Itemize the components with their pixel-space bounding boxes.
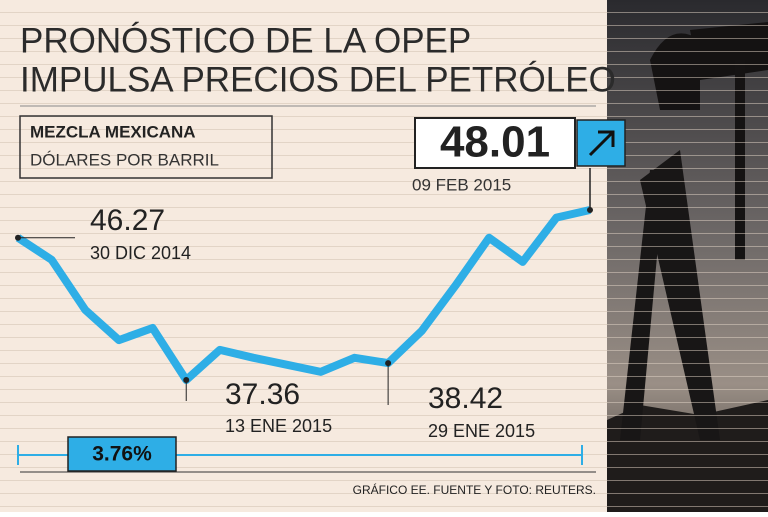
change-label: 3.76% — [92, 443, 152, 466]
annotation-date: 13 ENE 2015 — [225, 416, 332, 436]
subtitle: MEZCLA MEXICANA — [30, 122, 196, 141]
change-box — [67, 436, 177, 472]
source: GRÁFICO EE. FUENTE Y FOTO: REUTERS. — [353, 482, 596, 497]
title-line: PRONÓSTICO DE LA OPEP — [20, 21, 471, 60]
annotation-value: 46.27 — [90, 204, 165, 237]
subtitle-box — [19, 115, 273, 179]
annotation-date: 29 ENE 2015 — [428, 421, 535, 441]
title-line: IMPULSA PRECIOS DEL PETRÓLEO — [20, 60, 616, 99]
unit: DÓLARES POR BARRIL — [30, 150, 219, 169]
arrow-icon — [588, 130, 615, 157]
annotation-value: 48.01 — [440, 118, 550, 167]
price-line — [15, 206, 591, 384]
annotation-date: 30 DIC 2014 — [90, 243, 191, 263]
background-lines — [0, 0, 607, 512]
value-box — [414, 117, 576, 169]
photo — [607, 0, 768, 512]
annotation-value: 38.42 — [428, 382, 503, 415]
annotation-date: 09 FEB 2015 — [412, 175, 511, 194]
annotation-value: 37.36 — [225, 378, 300, 411]
